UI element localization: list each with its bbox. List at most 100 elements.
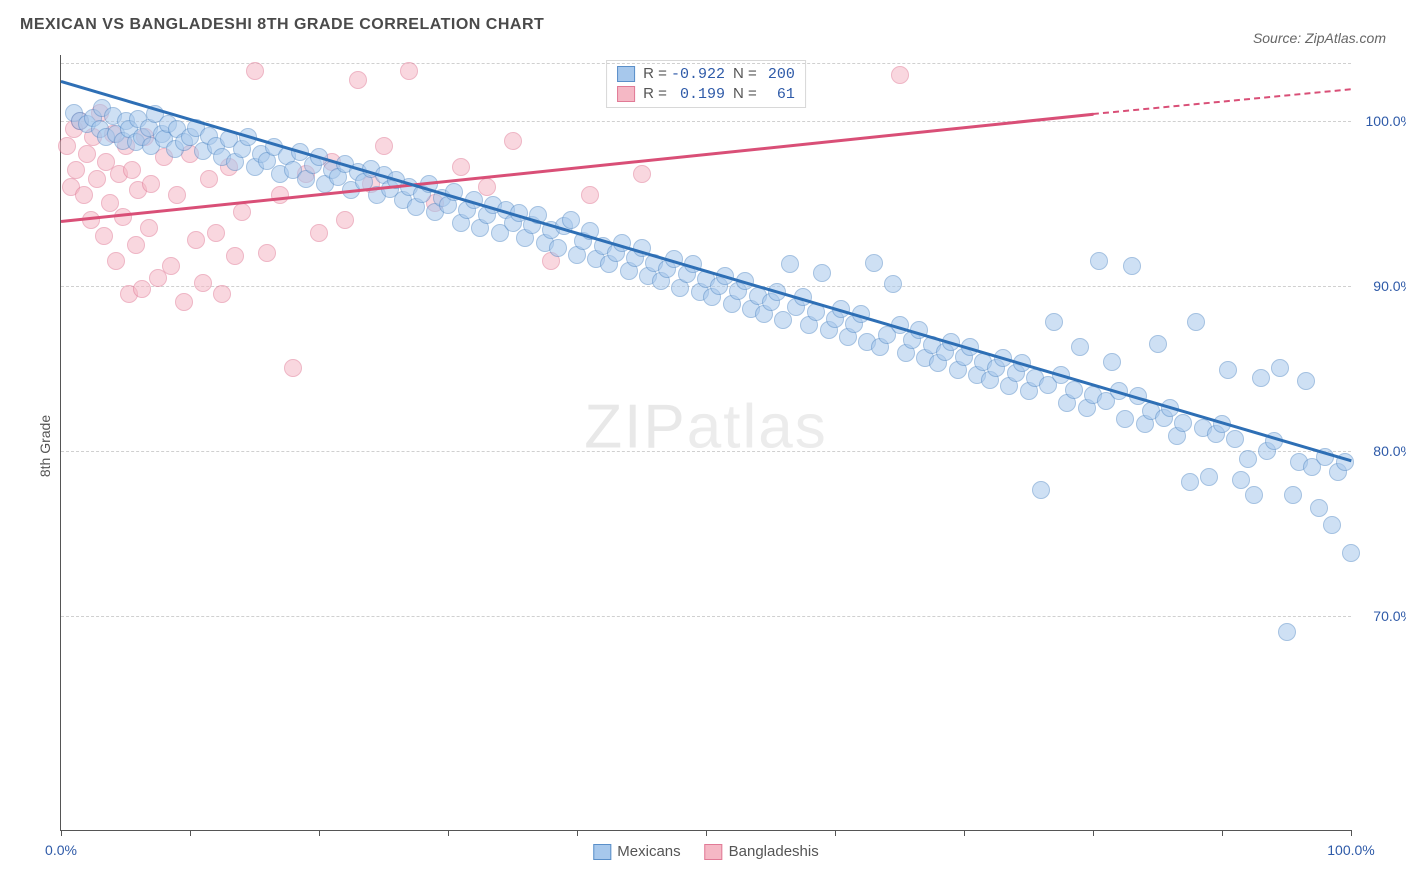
swatch-mexicans xyxy=(617,66,635,82)
point-bangladeshis xyxy=(187,231,205,249)
legend-row-bangladeshis: R = 0.199 N = 61 xyxy=(617,85,795,103)
point-mexicans xyxy=(1342,544,1360,562)
x-tick xyxy=(964,830,965,836)
gridline xyxy=(61,451,1351,452)
legend-item-mexicans: Mexicans xyxy=(593,843,680,860)
point-bangladeshis xyxy=(67,161,85,179)
point-bangladeshis xyxy=(349,71,367,89)
point-mexicans xyxy=(813,264,831,282)
point-bangladeshis xyxy=(400,62,418,80)
point-bangladeshis xyxy=(200,170,218,188)
point-mexicans xyxy=(865,254,883,272)
x-tick xyxy=(1093,830,1094,836)
legend-item-bangladeshis: Bangladeshis xyxy=(705,843,819,860)
point-bangladeshis xyxy=(633,165,651,183)
point-bangladeshis xyxy=(310,224,328,242)
point-mexicans xyxy=(1271,359,1289,377)
x-tick xyxy=(835,830,836,836)
point-bangladeshis xyxy=(504,132,522,150)
point-mexicans xyxy=(1310,499,1328,517)
point-mexicans xyxy=(1065,381,1083,399)
point-mexicans xyxy=(1123,257,1141,275)
series-legend: Mexicans Bangladeshis xyxy=(593,843,818,860)
point-bangladeshis xyxy=(175,293,193,311)
x-tick xyxy=(190,830,191,836)
point-bangladeshis xyxy=(375,137,393,155)
point-bangladeshis xyxy=(891,66,909,84)
point-mexicans xyxy=(1181,473,1199,491)
point-bangladeshis xyxy=(452,158,470,176)
watermark: ZIPatlas xyxy=(584,392,827,463)
point-bangladeshis xyxy=(127,236,145,254)
point-mexicans xyxy=(1032,481,1050,499)
point-bangladeshis xyxy=(88,170,106,188)
swatch-bangladeshis xyxy=(617,86,635,102)
point-mexicans xyxy=(1045,313,1063,331)
x-tick xyxy=(1222,830,1223,836)
chart-plot-area: ZIPatlas R = -0.922 N = 200 R = 0.199 N … xyxy=(60,55,1351,831)
point-bangladeshis xyxy=(581,186,599,204)
point-mexicans xyxy=(1278,623,1296,641)
point-mexicans xyxy=(1245,486,1263,504)
point-mexicans xyxy=(1232,471,1250,489)
point-mexicans xyxy=(1174,414,1192,432)
point-mexicans xyxy=(562,211,580,229)
point-mexicans xyxy=(1103,353,1121,371)
legend-row-mexicans: R = -0.922 N = 200 xyxy=(617,65,795,83)
point-mexicans xyxy=(1071,338,1089,356)
point-mexicans xyxy=(1090,252,1108,270)
point-bangladeshis xyxy=(95,227,113,245)
x-tick xyxy=(319,830,320,836)
point-mexicans xyxy=(1219,361,1237,379)
point-mexicans xyxy=(1116,410,1134,428)
y-tick-label: 90.0% xyxy=(1358,278,1406,294)
y-axis-label: 8th Grade xyxy=(37,415,53,477)
x-tick xyxy=(577,830,578,836)
point-bangladeshis xyxy=(226,247,244,265)
point-mexicans xyxy=(1149,335,1167,353)
point-bangladeshis xyxy=(194,274,212,292)
legend-label-mexicans: Mexicans xyxy=(617,843,680,860)
point-bangladeshis xyxy=(258,244,276,262)
legend-label-bangladeshis: Bangladeshis xyxy=(729,843,819,860)
x-tick xyxy=(706,830,707,836)
point-mexicans xyxy=(1239,450,1257,468)
correlation-legend: R = -0.922 N = 200 R = 0.199 N = 61 xyxy=(606,60,806,108)
point-mexicans xyxy=(549,239,567,257)
y-tick-label: 80.0% xyxy=(1358,443,1406,459)
point-mexicans xyxy=(884,275,902,293)
y-tick-label: 70.0% xyxy=(1358,608,1406,624)
point-bangladeshis xyxy=(142,175,160,193)
point-mexicans xyxy=(1252,369,1270,387)
point-bangladeshis xyxy=(78,145,96,163)
swatch-bangladeshis-icon xyxy=(705,844,723,860)
swatch-mexicans-icon xyxy=(593,844,611,860)
gridline xyxy=(61,121,1351,122)
x-tick xyxy=(448,830,449,836)
point-bangladeshis xyxy=(107,252,125,270)
gridline xyxy=(61,616,1351,617)
point-bangladeshis xyxy=(162,257,180,275)
x-tick-label: 0.0% xyxy=(45,842,77,858)
point-mexicans xyxy=(1284,486,1302,504)
x-tick xyxy=(1351,830,1352,836)
trendline-mexicans xyxy=(61,80,1352,462)
x-tick xyxy=(61,830,62,836)
trendline-bangladeshis-extrapolated xyxy=(1093,88,1351,117)
point-bangladeshis xyxy=(336,211,354,229)
point-bangladeshis xyxy=(75,186,93,204)
chart-title: MEXICAN VS BANGLADESHI 8TH GRADE CORRELA… xyxy=(20,16,544,34)
point-bangladeshis xyxy=(213,285,231,303)
point-bangladeshis xyxy=(284,359,302,377)
point-bangladeshis xyxy=(133,280,151,298)
x-tick-label: 100.0% xyxy=(1327,842,1374,858)
point-bangladeshis xyxy=(168,186,186,204)
point-mexicans xyxy=(1187,313,1205,331)
point-mexicans xyxy=(1297,372,1315,390)
point-mexicans xyxy=(781,255,799,273)
source-label: Source: ZipAtlas.com xyxy=(1253,30,1386,46)
point-mexicans xyxy=(1226,430,1244,448)
point-bangladeshis xyxy=(271,186,289,204)
y-tick-label: 100.0% xyxy=(1358,113,1406,129)
point-mexicans xyxy=(1323,516,1341,534)
